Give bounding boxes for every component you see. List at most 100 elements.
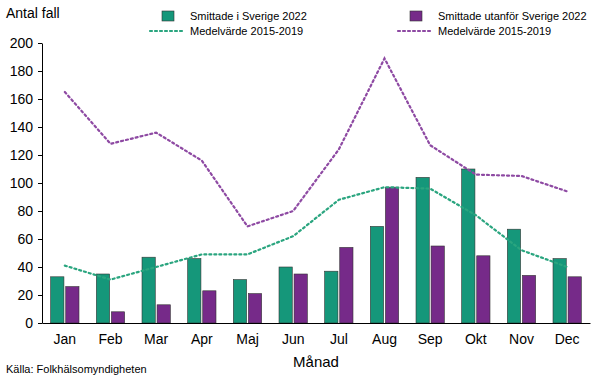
bar (522, 275, 535, 323)
tick-label: Mar (144, 331, 168, 347)
bar (233, 280, 246, 323)
legend-label: Medelvärde 2015-2019 (438, 25, 551, 37)
tick-label: Dec (555, 331, 580, 347)
tick-label: 60 (17, 231, 33, 247)
tick-label: Nov (509, 331, 534, 347)
bar (157, 305, 170, 323)
marks (51, 58, 582, 323)
bar (294, 274, 307, 323)
tick: 0 (25, 315, 42, 331)
tick: Mar (144, 331, 168, 347)
tick: Nov (509, 331, 534, 347)
line (65, 58, 567, 226)
bar (51, 277, 64, 323)
legend-label: Smittade utanför Sverige 2022 (438, 10, 587, 22)
tick-mark (38, 239, 42, 240)
tick: 60 (17, 231, 42, 247)
tick-mark (38, 323, 42, 324)
bar (66, 287, 79, 323)
tick-label: Jul (330, 331, 348, 347)
tick: 120 (10, 147, 42, 163)
bar (325, 271, 338, 323)
line (65, 187, 567, 279)
tick: Dec (555, 331, 580, 347)
legend-swatch (162, 11, 174, 21)
tick: 80 (17, 203, 42, 219)
bar (553, 259, 566, 323)
tick-label: Sep (418, 331, 443, 347)
tick-mark (38, 183, 42, 184)
tick-mark (38, 267, 42, 268)
bar (568, 277, 581, 323)
legend-label: Smittade i Sverige 2022 (190, 10, 307, 22)
bar (462, 169, 475, 323)
tick-label: Okt (465, 331, 487, 347)
tick: Jul (330, 331, 348, 347)
bar (416, 177, 429, 323)
bar (507, 229, 520, 323)
tick-label: Maj (236, 331, 259, 347)
legend: Smittade i Sverige 2022 Smittade utanför … (150, 10, 587, 37)
tick: 180 (10, 63, 42, 79)
tick: 100 (10, 175, 42, 191)
plot: 0 20 40 60 80 100 120 140 160 180 200 Jan Feb Mar Apr M… (10, 35, 591, 347)
y-axis-title: Antal fall (6, 5, 60, 21)
tick-label: 40 (17, 259, 33, 275)
tick-label: Jan (54, 331, 77, 347)
bar (385, 187, 398, 323)
tick-label: 0 (25, 315, 33, 331)
tick: Okt (465, 331, 487, 347)
legend-item: Medelvärde 2015-2019 (398, 25, 551, 37)
bar (188, 259, 201, 323)
tick: Jun (282, 331, 305, 347)
tick-label: Feb (98, 331, 122, 347)
tick-mark (38, 99, 42, 100)
tick: 140 (10, 119, 42, 135)
bar (340, 247, 353, 323)
bar (279, 267, 292, 323)
tick-label: 80 (17, 203, 33, 219)
tick-mark (38, 71, 42, 72)
bar (111, 312, 124, 323)
bar (248, 294, 261, 323)
tick: Aug (372, 331, 397, 347)
annotation: Källa: Folkhälsomyndigheten (6, 363, 147, 375)
tick-mark (38, 127, 42, 128)
legend-item: Medelvärde 2015-2019 (150, 25, 303, 37)
bar (96, 274, 109, 323)
tick-label: 120 (10, 147, 34, 163)
tick: 160 (10, 91, 42, 107)
tick-label: Jun (282, 331, 305, 347)
chart: 0 20 40 60 80 100 120 140 160 180 200 Jan Feb Mar Apr M… (0, 0, 606, 379)
tick-mark (38, 211, 42, 212)
tick: Jan (54, 331, 77, 347)
tick: 40 (17, 259, 42, 275)
tick-mark (38, 43, 42, 44)
bar-series (66, 187, 582, 323)
axis-line (42, 44, 43, 324)
x-axis: Jan Feb Mar Apr Maj Jun Jul Aug Sep Okt Nov Dec (43, 324, 591, 348)
tick-label: Aug (372, 331, 397, 347)
y-axis: 0 20 40 60 80 100 120 140 160 180 200 (10, 35, 43, 331)
x-axis-title: Månad (293, 353, 339, 370)
tick-label: 100 (10, 175, 34, 191)
legend-swatch (150, 30, 184, 32)
bar (431, 246, 444, 323)
legend-swatch (410, 11, 422, 21)
legend-swatch (398, 30, 432, 32)
tick: Apr (191, 331, 213, 347)
bar (477, 256, 490, 323)
tick: Maj (236, 331, 259, 347)
legend-item: Smittade i Sverige 2022 (162, 10, 307, 22)
tick-mark (38, 295, 42, 296)
tick-label: 160 (10, 91, 34, 107)
tick: 200 (10, 35, 42, 51)
bar (203, 291, 216, 323)
tick-label: 180 (10, 63, 34, 79)
tick: Sep (418, 331, 443, 347)
tick-label: 20 (17, 287, 33, 303)
tick: Feb (98, 331, 122, 347)
axis-line (43, 323, 591, 324)
tick-mark (38, 155, 42, 156)
tick-label: Apr (191, 331, 213, 347)
